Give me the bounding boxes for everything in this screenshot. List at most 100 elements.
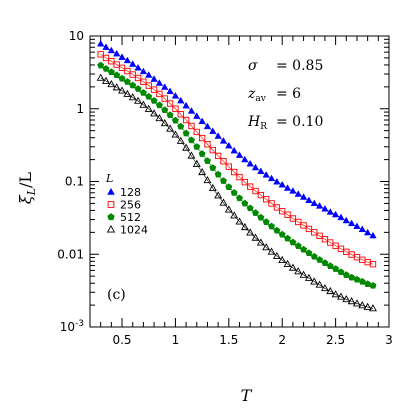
data-point (288, 263, 297, 271)
data-point (118, 64, 126, 72)
data-point (363, 302, 372, 310)
svg-text:ξL/L: ξL/L (16, 172, 38, 205)
data-point (134, 85, 142, 92)
data-point (182, 143, 191, 151)
data-point (118, 74, 126, 82)
data-point (278, 255, 287, 263)
x-axis-label: T (241, 386, 253, 405)
data-point (192, 159, 201, 167)
data-point (236, 173, 243, 181)
data-point (123, 78, 131, 85)
data-point (235, 194, 244, 202)
data-point (219, 137, 228, 144)
legend-label-1024: 1024 (120, 224, 148, 237)
parameter-annotation: σ = 0.85 zav = 6 HR = 0.10 (247, 58, 323, 132)
legend-marker-512 (107, 213, 115, 221)
data-point (300, 245, 308, 253)
y-axis-label-sub: L (25, 188, 38, 196)
data-point (224, 205, 233, 213)
data-point (251, 209, 260, 216)
data-point (97, 51, 104, 58)
data-point (358, 277, 366, 285)
data-point (107, 46, 116, 54)
data-point (310, 277, 319, 285)
data-point (305, 196, 313, 204)
data-point (161, 83, 169, 90)
data-point (326, 208, 334, 215)
data-point (347, 297, 356, 305)
data-point (129, 81, 137, 89)
data-point (336, 292, 345, 300)
data-point (209, 146, 216, 154)
y-axis-label-tail: /L (16, 172, 35, 188)
data-point (214, 191, 223, 199)
data-point (166, 111, 174, 119)
legend-marker-256 (107, 201, 115, 208)
data-point (300, 222, 307, 229)
data-point (198, 117, 206, 125)
data-point (107, 79, 116, 88)
data-point (187, 151, 196, 159)
data-point (225, 183, 233, 191)
data-point (315, 202, 324, 209)
data-point (251, 163, 260, 171)
data-point (219, 177, 228, 184)
legend-title: L (105, 172, 113, 185)
y-tick-label: 0.01 (57, 247, 84, 261)
data-point (299, 270, 308, 278)
data-point (337, 213, 345, 221)
data-point (208, 183, 217, 191)
data-point (316, 256, 324, 263)
data-point (353, 275, 361, 283)
data-point (140, 78, 147, 85)
data-point (347, 219, 356, 227)
data-point (284, 211, 291, 218)
data-point (166, 87, 174, 95)
data-point (188, 122, 195, 130)
data-point (241, 199, 249, 207)
data-point (331, 210, 340, 218)
data-point (161, 95, 168, 102)
svg-text:σ= 0.85: σ = 0.85 (248, 58, 323, 74)
data-point (166, 124, 175, 132)
data-point (145, 82, 152, 89)
data-point (219, 198, 228, 206)
data-point (108, 58, 115, 65)
data-point (160, 119, 169, 127)
data-point (294, 242, 302, 249)
data-point (310, 252, 318, 260)
x-tick-label: 3 (385, 333, 393, 347)
data-point (262, 243, 271, 251)
data-point (220, 158, 227, 165)
data-point (348, 273, 356, 281)
data-point (198, 134, 206, 142)
data-point (150, 96, 158, 104)
data-point (353, 222, 361, 229)
data-point (263, 196, 270, 203)
data-point (332, 265, 340, 272)
data-point (283, 259, 292, 268)
data-point (225, 163, 232, 170)
data-point (364, 280, 372, 287)
data-point (209, 164, 217, 171)
param-sigma-symbol: σ (248, 58, 258, 74)
series-128 (97, 39, 377, 239)
data-point (134, 74, 142, 82)
data-point (262, 218, 270, 225)
data-point (311, 229, 318, 236)
data-point (230, 146, 238, 154)
data-point (193, 112, 201, 119)
data-point (102, 65, 110, 72)
x-tick-label: 1.5 (219, 333, 238, 347)
data-point (150, 86, 158, 93)
data-point (352, 299, 361, 307)
data-point (326, 286, 335, 295)
legend-marker-128 (107, 187, 115, 195)
data-point (150, 75, 158, 82)
data-point (252, 187, 259, 195)
data-point (155, 79, 164, 86)
data-point (305, 249, 313, 257)
param-h-subscript: R (260, 122, 267, 132)
svg-text:zav= 6: zav = 6 (247, 86, 301, 104)
data-point (316, 232, 323, 240)
